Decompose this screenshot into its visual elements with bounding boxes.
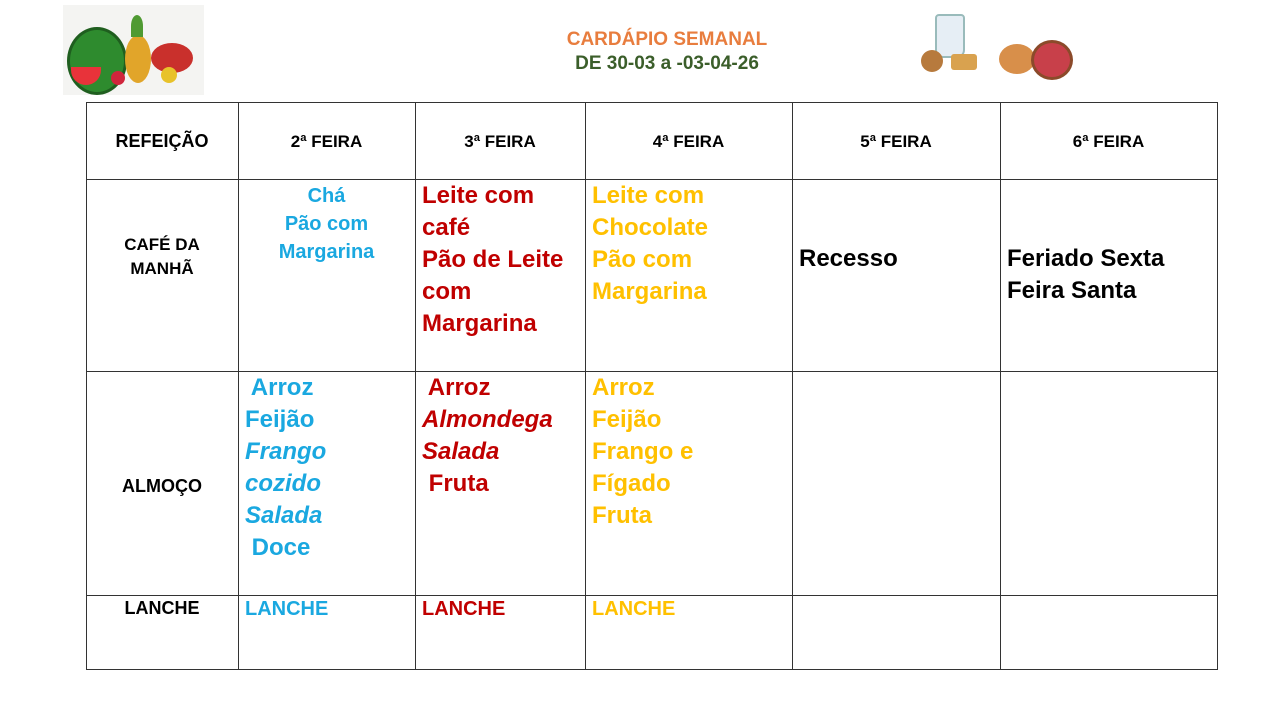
fruits-image	[63, 5, 204, 95]
lunch-wednesday: Arroz Feijão Frango e Fígado Fruta	[592, 374, 694, 529]
breakfast-tuesday: Leite com café Pão de Leite com Margarina	[422, 182, 564, 337]
header-meal: REFEIÇÃO	[115, 131, 209, 151]
header-thursday: 5ª FEIRA	[860, 132, 932, 151]
date-range: DE 30-03 a -03-04-26	[575, 53, 759, 74]
lunch-tuesday: Arroz Almondega Salada Fruta	[422, 374, 553, 497]
milk-cookies-image	[915, 10, 1073, 82]
breakfast-monday: Chá Pão com Margarina	[278, 185, 375, 263]
header-tuesday: 3ª FEIRA	[464, 132, 536, 151]
header-wednesday: 4ª FEIRA	[652, 132, 725, 151]
snack-monday: LANCHE	[245, 598, 329, 620]
lunch-monday: Arroz Feijão Frango cozido Salada Doce	[245, 374, 327, 561]
meal-snack: LANCHE	[124, 598, 200, 618]
meal-breakfast: CAFÉ DA MANHÃ	[124, 235, 200, 278]
breakfast-wednesday: Leite com Chocolate Pão com Margarina	[592, 182, 709, 305]
header-friday: 6ª FEIRA	[1072, 132, 1145, 151]
snack-wednesday: LANCHE	[592, 598, 676, 620]
breakfast-thursday: Recesso	[799, 245, 898, 272]
meal-lunch: ALMOÇO	[122, 476, 202, 496]
page-title: CARDÁPIO SEMANAL	[566, 29, 768, 50]
snack-tuesday: LANCHE	[422, 598, 506, 620]
header-monday: 2ª FEIRA	[290, 132, 363, 151]
menu-table: REFEIÇÃO 2ª FEIRA 3ª FEIRA 4ª FEIRA 5ª F…	[86, 102, 1218, 670]
breakfast-friday: Feriado Sexta Feira Santa	[1007, 245, 1165, 304]
